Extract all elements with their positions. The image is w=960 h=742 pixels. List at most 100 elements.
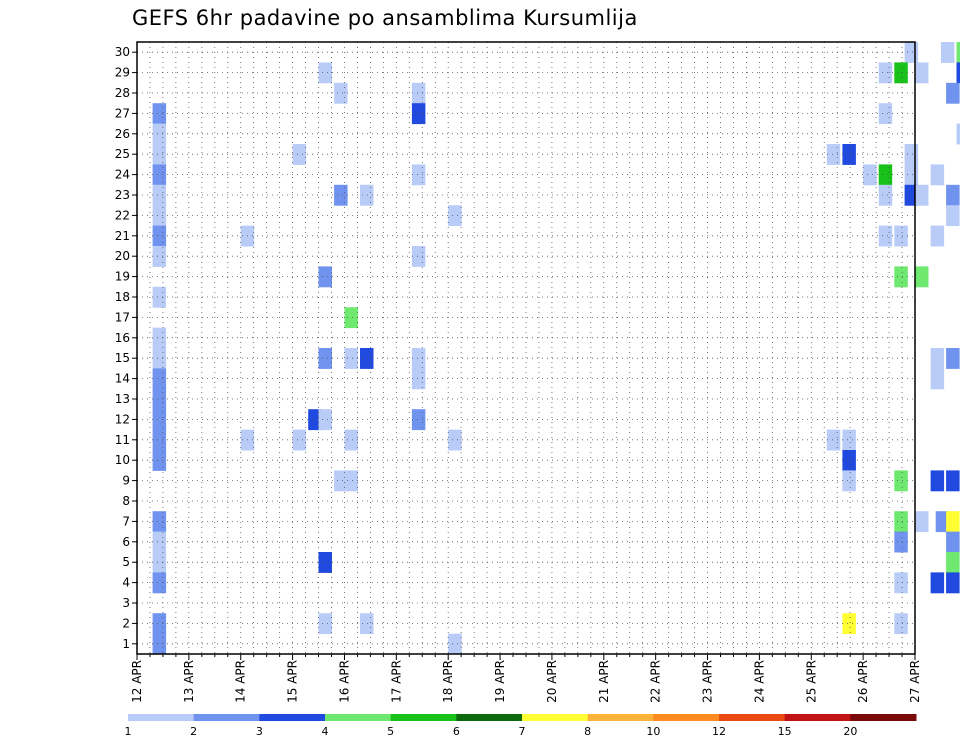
- x-tick-label: 17 APR: [389, 660, 403, 703]
- colorbar-label: 12: [712, 725, 726, 738]
- heatmap-cell: [878, 164, 893, 186]
- heatmap-cell: [904, 144, 919, 165]
- heatmap-cell: [318, 266, 332, 288]
- colorbar-label: 1: [125, 725, 132, 738]
- heatmap-cell: [360, 184, 374, 206]
- heatmap-cell: [930, 348, 945, 369]
- heatmap-cell: [946, 205, 960, 227]
- heatmap-cell: [318, 62, 332, 84]
- heatmap-cell: [334, 82, 348, 104]
- heatmap-cell: [360, 613, 374, 635]
- y-tick-label: 5: [122, 555, 130, 569]
- heatmap-cell: [152, 225, 167, 247]
- x-tick-label: 16 APR: [337, 660, 351, 703]
- heatmap-cell: [411, 246, 426, 267]
- heatmap-cell: [360, 348, 374, 369]
- heatmap-cell: [152, 184, 167, 206]
- heatmap-cell: [946, 184, 960, 206]
- y-tick-label: 26: [115, 127, 130, 141]
- y-tick-label: 21: [115, 229, 130, 243]
- y-tick-label: 29: [115, 66, 130, 80]
- y-tick-label: 22: [115, 208, 130, 222]
- y-tick-label: 27: [115, 106, 130, 120]
- heatmap-cell: [894, 511, 908, 533]
- heatmap-cell: [292, 429, 307, 451]
- heatmap-cell: [826, 429, 841, 451]
- heatmap-cell: [152, 205, 167, 227]
- x-tick-label: 22 APR: [649, 660, 663, 703]
- x-tick-label: 23 APR: [701, 660, 715, 703]
- heatmap-cell: [935, 511, 950, 533]
- heatmap-cell: [915, 62, 929, 84]
- x-tick-label: 13 APR: [182, 660, 196, 703]
- y-tick-label: 9: [122, 474, 130, 488]
- heatmap-cell: [152, 286, 167, 308]
- y-tick-label: 28: [115, 86, 130, 100]
- heatmap-cell: [344, 429, 358, 451]
- heatmap-cell: [152, 123, 167, 145]
- heatmap-cell: [411, 409, 426, 431]
- x-tick-label: 21 APR: [597, 660, 611, 703]
- y-tick-label: 4: [122, 576, 130, 590]
- heatmap-cell: [878, 225, 893, 247]
- heatmap-cell: [842, 429, 856, 451]
- heatmap-cell: [842, 613, 856, 635]
- heatmap-cell: [894, 62, 908, 84]
- x-tick-label: 20 APR: [545, 660, 559, 703]
- y-tick-label: 17: [115, 310, 130, 324]
- heatmap-cell: [946, 572, 960, 594]
- colorbar-label: 10: [646, 725, 660, 738]
- x-tick-label: 25 APR: [804, 660, 818, 703]
- heatmap-cell: [344, 307, 358, 329]
- heatmap-cell: [318, 348, 332, 369]
- heatmap-cell: [152, 511, 167, 533]
- colorbar-label: 8: [584, 725, 591, 738]
- heatmap-cell: [411, 103, 426, 125]
- heatmap-cell: [152, 388, 167, 410]
- heatmap-cell: [152, 531, 167, 553]
- heatmap-cell: [946, 531, 960, 553]
- heatmap-cell: [894, 266, 908, 288]
- y-tick-label: 11: [115, 433, 130, 447]
- heatmap-cell: [894, 470, 908, 492]
- colorbar-label: 7: [519, 725, 526, 738]
- y-tick-label: 19: [115, 270, 130, 284]
- heatmap-cell: [411, 348, 426, 369]
- heatmap-cell: [946, 348, 960, 369]
- heatmap-cell: [448, 429, 462, 451]
- colorbar-swatch: [587, 714, 654, 721]
- heatmap-cell: [842, 144, 856, 165]
- heatmap-cell: [411, 368, 426, 390]
- heatmap-cell: [946, 511, 960, 533]
- heatmap-cell: [152, 552, 167, 573]
- heatmap-cell: [915, 266, 929, 288]
- y-tick-label: 1: [122, 637, 130, 651]
- heatmap-cell: [956, 42, 960, 63]
- heatmap-cell: [894, 225, 908, 247]
- colorbar-swatch: [522, 714, 589, 721]
- y-tick-label: 18: [115, 290, 130, 304]
- y-tick-label: 24: [115, 168, 130, 182]
- colorbar-label: 4: [322, 725, 329, 738]
- heatmap-cell: [894, 572, 908, 594]
- heatmap-cell: [152, 348, 167, 369]
- heatmap-cell: [448, 205, 462, 227]
- heatmap-cell: [152, 103, 167, 125]
- heatmap-cell: [956, 123, 960, 145]
- heatmap-cell: [152, 633, 167, 655]
- heatmap-cell: [344, 348, 358, 369]
- colorbar-label: 6: [453, 725, 460, 738]
- y-tick-label: 8: [122, 494, 130, 508]
- x-tick-label: 27 APR: [908, 660, 922, 703]
- y-tick-label: 12: [115, 412, 130, 426]
- heatmap-cell: [448, 633, 462, 655]
- y-tick-label: 13: [115, 392, 130, 406]
- heatmap-cell: [308, 409, 322, 431]
- colorbar-swatch: [193, 714, 260, 721]
- y-tick-label: 3: [122, 596, 130, 610]
- y-tick-label: 14: [115, 372, 130, 386]
- heatmap-cell: [946, 470, 960, 492]
- y-tick-label: 25: [115, 147, 130, 161]
- heatmap-cell: [152, 246, 167, 267]
